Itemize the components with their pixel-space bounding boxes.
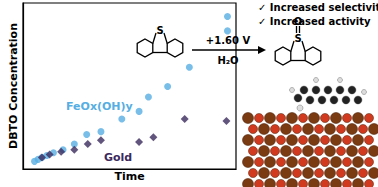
svg-text:Gold: Gold [104,151,132,164]
svg-text:Time: Time [114,170,144,183]
svg-text:H₂O: H₂O [217,55,238,66]
svg-text:S: S [156,25,163,36]
svg-text:✓ Increased selectivity: ✓ Increased selectivity [258,2,378,13]
svg-text:+1.60 V: +1.60 V [206,35,251,46]
svg-text:✓ Increased activity: ✓ Increased activity [258,16,371,27]
svg-text:S: S [294,33,301,44]
svg-text:DBTO Concentration: DBTO Concentration [7,23,20,149]
svg-text:FeOx(OH)y: FeOx(OH)y [66,100,133,113]
